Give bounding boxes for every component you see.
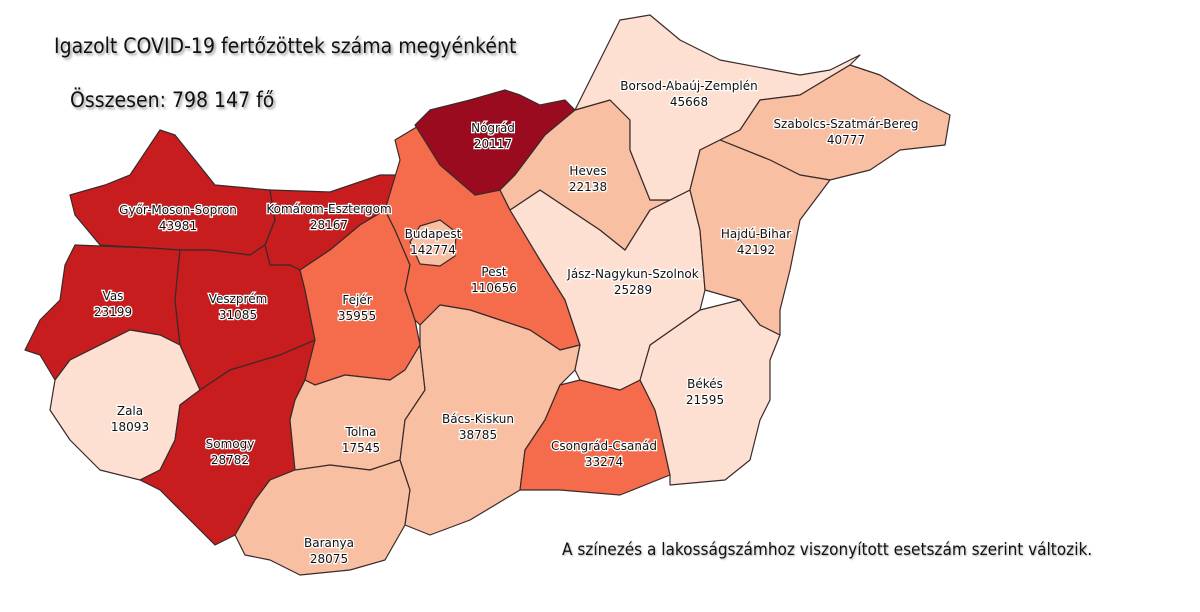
county-name-label: Fejér	[342, 293, 371, 307]
county-name-label: Borsod-Abaúj-Zemplén	[620, 79, 757, 93]
county-case-count: 20117	[474, 137, 512, 151]
county-name-label: Budapest	[405, 227, 462, 241]
county-case-count: 40777	[827, 133, 865, 147]
county-case-count: 110656	[471, 281, 517, 295]
county-name-label: Pest	[481, 265, 506, 279]
county-name-label: Nógrád	[471, 121, 515, 135]
county-case-count: 35955	[338, 309, 376, 323]
county-name-label: Vas	[103, 289, 124, 303]
county-bekes	[639, 299, 781, 486]
county-name-label: Győr-Moson-Sopron	[119, 203, 237, 217]
county-case-count: 21595	[686, 393, 724, 407]
county-case-count: 28782	[211, 453, 249, 467]
county-gyor-moson-sopron	[69, 129, 276, 256]
county-name-label: Bács-Kiskun	[442, 412, 514, 426]
total-cases: Összesen: 798 147 fő	[70, 88, 275, 112]
county-name-label: Zala	[117, 404, 143, 418]
county-name-label: Békés	[687, 377, 723, 391]
county-name-label: Somogy	[206, 437, 255, 451]
county-name-label: Komárom-Esztergom	[266, 202, 391, 216]
county-case-count: 31085	[219, 308, 257, 322]
county-name-label: Jász-Nagykun-Szolnok	[566, 267, 698, 281]
county-case-count: 45668	[670, 95, 708, 109]
county-case-count: 28075	[310, 552, 348, 566]
county-name-label: Heves	[569, 164, 606, 178]
county-case-count: 33274	[585, 455, 623, 469]
county-case-count: 25289	[614, 283, 652, 297]
county-case-count: 142774	[410, 243, 456, 257]
county-name-label: Hajdú-Bihar	[721, 227, 791, 241]
county-hajdu-bihar	[689, 139, 831, 336]
coloring-note: A színezés a lakosságszámhoz viszonyítot…	[562, 540, 1093, 560]
county-case-count: 42192	[737, 243, 775, 257]
county-case-count: 38785	[459, 428, 497, 442]
county-case-count: 18093	[111, 420, 149, 434]
map-title: Igazolt COVID-19 fertőzöttek száma megyé…	[54, 34, 517, 58]
county-case-count: 22138	[569, 180, 607, 194]
county-name-label: Szabolcs-Szatmár-Bereg	[773, 117, 918, 131]
county-case-count: 23199	[94, 305, 132, 319]
county-case-count: 43981	[159, 219, 197, 233]
county-case-count: 17545	[342, 441, 380, 455]
county-name-label: Csongrád-Csanád	[551, 439, 657, 453]
county-case-count: 28167	[310, 218, 348, 232]
county-name-label: Tolna	[345, 425, 377, 439]
county-name-label: Veszprém	[209, 292, 268, 306]
county-name-label: Baranya	[304, 536, 354, 550]
county-budapest	[409, 219, 457, 267]
